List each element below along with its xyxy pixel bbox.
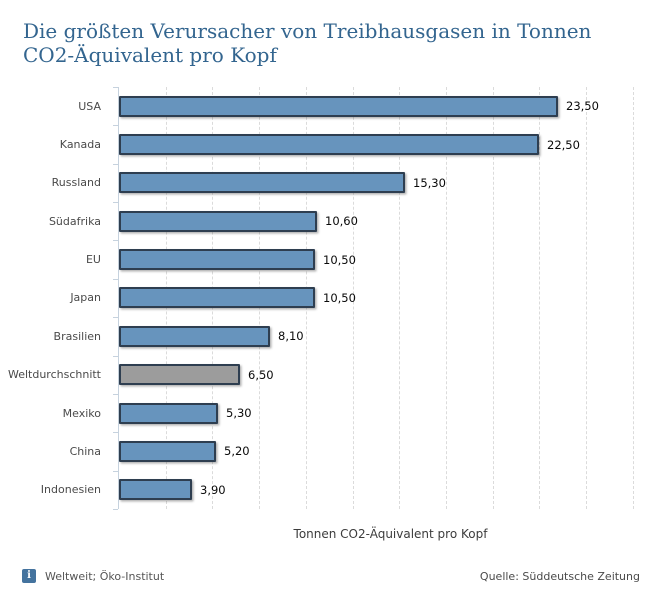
x-axis-title: Tonnen CO2-Äquivalent pro Kopf: [293, 527, 488, 541]
value-label: 6,50: [248, 367, 274, 382]
y-axis-line: [118, 87, 119, 509]
bar: [119, 287, 315, 309]
y-axis-tick: [113, 240, 118, 241]
gridline: [539, 87, 541, 509]
bar-highlight: [119, 364, 240, 386]
info-icon[interactable]: i: [22, 569, 36, 583]
gridline: [632, 87, 634, 509]
page-title: Die größten Verursacher von Treibhausgas…: [23, 19, 592, 68]
y-axis-tick: [113, 164, 118, 165]
bar: [119, 479, 192, 501]
bar: [119, 325, 270, 347]
bar-track: 5,30: [119, 394, 662, 432]
y-axis-tick: [113, 509, 118, 510]
bar-row: Südafrika 10,60: [0, 202, 662, 240]
y-axis-tick: [113, 356, 118, 357]
bar-row: Mexiko 5,30: [0, 394, 662, 432]
bar: [119, 440, 216, 462]
value-label: 3,90: [200, 482, 226, 497]
value-label: 10,60: [325, 214, 358, 229]
bar-track: 15,30: [119, 164, 662, 202]
y-axis-tick: [113, 202, 118, 203]
gridline: [352, 87, 354, 509]
y-axis-tick: [113, 432, 118, 433]
value-label: 10,50: [323, 252, 356, 267]
footer: i Weltweit; Öko-Institut Quelle: Süddeut…: [22, 566, 640, 586]
bar-chart: USA 23,50 Kanada 22,50 Russland 15,30 Südafrik…: [0, 87, 662, 510]
bar-track: 22,50: [119, 125, 662, 163]
bar: [119, 172, 405, 194]
category-label: Weltdurchschnitt: [7, 368, 101, 382]
category-label: Brasilien: [53, 329, 101, 343]
bar: [119, 134, 539, 156]
bar: [119, 210, 317, 232]
bar-track: 3,90: [119, 471, 662, 509]
value-label: 22,50: [547, 137, 580, 152]
value-label: 5,20: [224, 444, 250, 459]
y-axis-tick: [113, 317, 118, 318]
gridline: [445, 87, 447, 509]
bar: [119, 95, 558, 117]
bar-row: Japan 10,50: [0, 279, 662, 317]
source-credit: Quelle: Süddeutsche Zeitung: [479, 569, 640, 583]
category-label: Kanada: [59, 138, 101, 152]
category-label: Indonesien: [40, 483, 101, 497]
value-label: 5,30: [226, 406, 252, 421]
gridline: [586, 87, 587, 509]
bar-row: Weltdurchschnitt 6,50: [0, 356, 662, 394]
value-label: 23,50: [566, 99, 599, 114]
value-label: 8,10: [278, 329, 304, 344]
bar-track: 5,20: [119, 432, 662, 470]
bar-track: 10,60: [119, 202, 662, 240]
bar-track: 10,50: [119, 240, 662, 278]
bar-track: 6,50: [119, 356, 662, 394]
y-axis-tick: [113, 394, 118, 395]
bar-row: Brasilien 8,10: [0, 317, 662, 355]
bar-row: USA 23,50: [0, 87, 662, 125]
bar-track: 23,50: [119, 87, 662, 125]
bar: [119, 402, 218, 424]
category-label: China: [69, 444, 101, 458]
bar: [119, 249, 315, 271]
footer-note: Weltweit; Öko-Institut: [45, 569, 165, 583]
bar-row: China 5,20: [0, 432, 662, 470]
y-axis-tick: [113, 125, 118, 126]
category-label: Japan: [70, 291, 101, 305]
bar-row: EU 10,50: [0, 240, 662, 278]
category-label: Mexiko: [62, 406, 101, 420]
y-axis-tick: [113, 471, 118, 472]
bar-row: Russland 15,30: [0, 164, 662, 202]
bar-track: 10,50: [119, 279, 662, 317]
value-label: 15,30: [413, 175, 446, 190]
y-axis-tick: [113, 87, 118, 88]
category-label: EU: [85, 253, 101, 267]
bar-row: Kanada 22,50: [0, 125, 662, 163]
bar-row: Indonesien 3,90: [0, 471, 662, 509]
category-label: USA: [78, 99, 101, 113]
gridline: [492, 87, 494, 509]
value-label: 10,50: [323, 290, 356, 305]
bar-rows-layer: USA 23,50 Kanada 22,50 Russland 15,30 Südafrik…: [0, 87, 662, 509]
bar-track: 8,10: [119, 317, 662, 355]
category-label: Südafrika: [48, 214, 101, 228]
gridline: [399, 87, 401, 509]
y-axis-tick: [113, 279, 118, 280]
category-label: Russland: [51, 176, 101, 190]
